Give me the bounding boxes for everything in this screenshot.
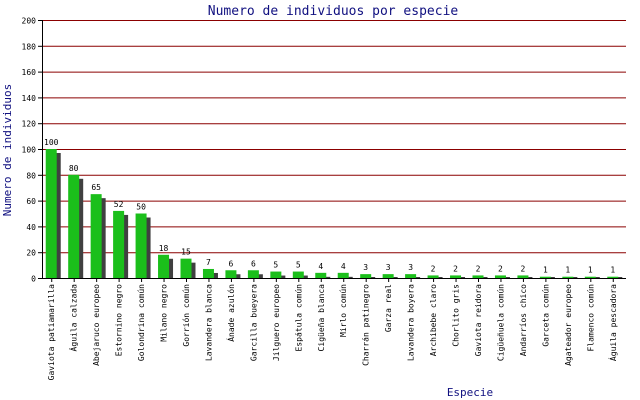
- bar: [113, 210, 125, 278]
- data-label: 1: [610, 266, 615, 275]
- x-category-label: Gorrión común: [181, 284, 191, 347]
- bar: [45, 149, 57, 278]
- data-label: 18: [159, 244, 169, 253]
- x-category-label: Andarríos chico: [519, 284, 528, 356]
- x-category-label: Lavandera blanca: [204, 284, 213, 361]
- data-label: 7: [206, 258, 211, 267]
- bar: [607, 276, 619, 278]
- bar: [427, 275, 439, 278]
- y-axis-label: Numero de individuos: [1, 84, 14, 216]
- chart-title: Numero de individuos por especie: [208, 4, 459, 19]
- data-label: 3: [386, 263, 391, 272]
- x-category-label: Abejaruco europeo: [92, 284, 101, 366]
- x-category-label: Ánade azulón: [225, 284, 236, 342]
- data-label: 50: [136, 203, 146, 212]
- bar: [68, 174, 80, 278]
- x-category-label: Milano negro: [160, 284, 169, 342]
- bar: [494, 275, 506, 278]
- y-tick-label: 80: [26, 171, 36, 180]
- y-tick-label: 140: [22, 94, 37, 103]
- x-category-label: Charrán patinegro: [362, 284, 371, 366]
- bar: [337, 272, 349, 278]
- x-category-label: Jilguero europeo: [272, 284, 281, 361]
- data-label: 1: [565, 266, 570, 275]
- y-tick-label: 200: [22, 17, 37, 26]
- bar: [360, 274, 372, 278]
- y-tick-label: 100: [22, 146, 37, 155]
- data-label: 1: [588, 266, 593, 275]
- bar: [247, 270, 259, 278]
- data-label: 2: [476, 264, 481, 273]
- data-label: 3: [363, 263, 368, 272]
- data-label: 65: [91, 183, 101, 192]
- x-category-label: Águila pescadora: [607, 284, 618, 361]
- bar: [158, 254, 170, 278]
- bar: [472, 275, 484, 278]
- bar: [270, 271, 282, 278]
- x-category-label: Águila calzada: [68, 284, 79, 352]
- x-category-label: Gaviota patiamarilla: [47, 284, 56, 381]
- x-axis-label: Especie: [447, 386, 493, 399]
- data-label: 2: [521, 264, 526, 273]
- x-category-label: Gaviota reidora: [474, 284, 483, 356]
- x-category-label: Archibebe claro: [429, 284, 438, 356]
- grid-lines: [42, 20, 626, 254]
- data-label: 5: [273, 261, 278, 270]
- data-label: 52: [114, 200, 124, 209]
- data-label: 4: [341, 262, 346, 271]
- data-label: 80: [69, 164, 79, 173]
- data-label: 5: [296, 261, 301, 270]
- bar: [135, 213, 147, 278]
- x-category-label: Garceta común: [541, 284, 550, 347]
- data-label: 15: [181, 248, 191, 257]
- bar: [450, 275, 462, 278]
- data-label: 6: [251, 259, 256, 268]
- bar: [315, 272, 327, 278]
- bar: [562, 276, 574, 278]
- y-tick-label: 40: [26, 223, 36, 232]
- bar: [225, 270, 237, 278]
- y-tick-label: 0: [31, 275, 36, 284]
- x-category-label: Estornino negro: [115, 284, 124, 356]
- data-label: 3: [408, 263, 413, 272]
- bar: [202, 268, 214, 278]
- data-label: 2: [431, 264, 436, 273]
- data-label: 2: [498, 264, 503, 273]
- x-category-label: Cigüeñuela común: [496, 284, 505, 361]
- bar: [90, 194, 102, 278]
- bar: [382, 274, 394, 278]
- axes: [38, 20, 626, 282]
- x-category-label: Mirlo común: [339, 284, 348, 337]
- bar: [584, 276, 596, 278]
- y-tick-label: 180: [22, 42, 37, 51]
- bars: [45, 149, 623, 278]
- y-tick-label: 20: [26, 249, 36, 258]
- x-category-label: Cigüeña blanca: [317, 284, 326, 352]
- x-category-label: Garcilla bueyera: [249, 284, 258, 361]
- x-category-label: Chorlito gris: [452, 284, 461, 347]
- bar: [180, 258, 192, 278]
- data-label: 4: [318, 262, 323, 271]
- x-category-label: Garza real: [384, 284, 393, 332]
- x-category-label: Lavandera boyera: [407, 284, 416, 361]
- bar: [539, 276, 551, 278]
- bar: [517, 275, 529, 278]
- data-label: 6: [229, 259, 234, 268]
- y-tick-label: 160: [22, 68, 37, 77]
- x-category-label: Espátula común: [294, 284, 303, 352]
- bar: [292, 271, 304, 278]
- y-tick-label: 120: [22, 120, 37, 129]
- data-label: 2: [453, 264, 458, 273]
- x-category-label: Agateador europeo: [564, 284, 573, 366]
- data-label: 100: [44, 138, 59, 147]
- bar: [405, 274, 417, 278]
- y-tick-label: 60: [26, 197, 36, 206]
- x-category-label: Flamenco común: [586, 284, 595, 352]
- data-label: 1: [543, 266, 548, 275]
- x-category-label: Golondrina común: [137, 284, 146, 361]
